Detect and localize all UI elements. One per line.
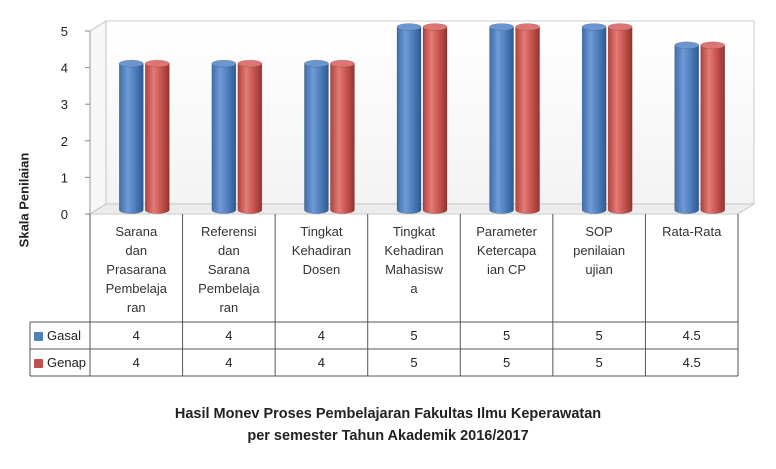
bar-body bbox=[211, 63, 237, 214]
bar-genap bbox=[700, 41, 726, 214]
bar-gasal bbox=[396, 23, 422, 214]
bar-cap bbox=[422, 23, 448, 31]
legend-swatch bbox=[34, 359, 43, 368]
data-table-cell: 5 bbox=[595, 355, 603, 370]
bar-genap bbox=[144, 59, 170, 214]
legend-entry-genap: Genap bbox=[34, 355, 90, 370]
data-table-cell: 4 bbox=[317, 355, 326, 370]
y-tick-label: 1 bbox=[61, 170, 68, 185]
legend-swatch bbox=[34, 332, 43, 341]
chart-bars bbox=[118, 23, 726, 214]
bar-genap bbox=[237, 59, 263, 214]
x-category-label: Referensi dan Sarana Pembelaja ran bbox=[198, 224, 260, 315]
data-table-cell: 5 bbox=[410, 355, 418, 370]
y-axis-title: Skala Penilaian bbox=[14, 120, 34, 280]
data-table-cell: 5 bbox=[595, 328, 603, 343]
legend-label: Genap bbox=[47, 355, 87, 370]
bar-cap bbox=[515, 23, 540, 31]
bar-cap bbox=[607, 23, 633, 31]
y-tick-label: 3 bbox=[61, 97, 68, 112]
data-table-cell: 4 bbox=[132, 355, 140, 370]
bar-cap bbox=[700, 41, 726, 50]
data-table-cell: 4 bbox=[225, 355, 233, 370]
legend-label: Gasal bbox=[47, 328, 81, 343]
y-tick-label: 5 bbox=[61, 24, 68, 39]
bar-cap bbox=[674, 41, 700, 50]
data-table-cell: 4.5 bbox=[682, 355, 701, 370]
bar-cap bbox=[489, 23, 514, 31]
x-category-label: Sarana dan Prasarana Pembelaja ran bbox=[105, 224, 167, 315]
bar-body bbox=[396, 26, 422, 214]
bar-body bbox=[118, 63, 144, 214]
bar-cap bbox=[211, 59, 237, 68]
bar-gasal bbox=[674, 41, 700, 214]
data-table-cell: 5 bbox=[502, 328, 511, 343]
data-table-grid bbox=[29, 214, 739, 377]
bar-gasal bbox=[489, 23, 514, 214]
bar-body bbox=[304, 63, 329, 214]
bar-gasal bbox=[581, 23, 607, 214]
x-category-label: Tingkat Kehadiran Mahasisw a bbox=[384, 224, 444, 296]
bar-cap bbox=[118, 59, 144, 68]
bar-genap bbox=[330, 59, 355, 214]
bar-cap bbox=[144, 59, 170, 68]
x-category-label: Tingkat Kehadiran Dosen bbox=[291, 224, 352, 277]
chart-title: Hasil Monev Proses Pembelajaran Fakultas… bbox=[174, 406, 602, 422]
legend-entry-gasal: Gasal bbox=[34, 328, 90, 343]
bar-cap bbox=[396, 23, 422, 31]
bar-body bbox=[674, 45, 700, 214]
bar-body bbox=[607, 26, 633, 214]
y-axis-title-text: Skala Penilaian bbox=[16, 152, 32, 248]
chart-floor bbox=[88, 203, 756, 215]
bar-genap bbox=[422, 23, 448, 214]
bar-body bbox=[581, 26, 607, 214]
bar-body bbox=[489, 26, 514, 214]
bar-body bbox=[700, 45, 726, 214]
bar-genap bbox=[515, 23, 540, 214]
data-table-cell: 4 bbox=[132, 328, 140, 343]
data-table-cell: 4 bbox=[225, 328, 233, 343]
bar-gasal bbox=[118, 59, 144, 214]
bar-genap bbox=[607, 23, 633, 214]
data-table-cell: 5 bbox=[410, 328, 418, 343]
chart-side-wall bbox=[89, 20, 107, 215]
bar-body bbox=[515, 26, 540, 214]
chart-subtitle: per semester Tahun Akademik 2016/2017 bbox=[247, 428, 529, 444]
bar-body bbox=[330, 63, 355, 214]
bar-body bbox=[144, 63, 170, 214]
bar-cap bbox=[237, 59, 263, 68]
bar-body bbox=[237, 63, 263, 214]
y-tick-label: 4 bbox=[61, 61, 68, 76]
bar-cap bbox=[581, 23, 607, 31]
x-category-label: Rata-Rata bbox=[662, 224, 722, 239]
data-table-cell: 5 bbox=[502, 355, 511, 370]
y-tick-label: 2 bbox=[61, 134, 68, 149]
bar-body bbox=[422, 26, 448, 214]
data-table-cell: 4.5 bbox=[682, 328, 701, 343]
bar-gasal bbox=[211, 59, 237, 214]
bar-cap bbox=[304, 59, 329, 68]
x-category-label: Parameter Ketercapa ian CP bbox=[476, 224, 537, 277]
x-category-label: SOP penilaian ujian bbox=[573, 224, 626, 277]
y-tick-label: 0 bbox=[61, 207, 68, 222]
bar-gasal bbox=[304, 59, 329, 214]
bar-cap bbox=[330, 59, 355, 68]
data-table-cell: 4 bbox=[317, 328, 326, 343]
